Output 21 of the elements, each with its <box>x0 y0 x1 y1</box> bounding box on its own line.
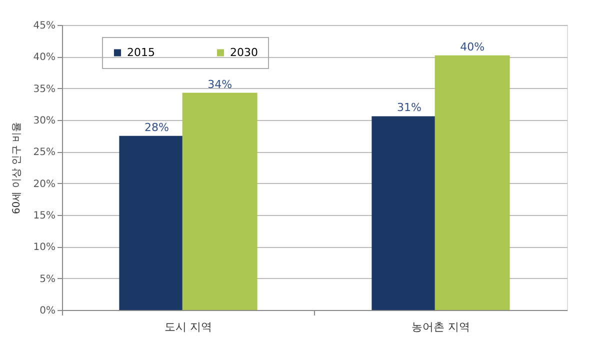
data-label: 31% <box>396 101 422 114</box>
y-tick-label: 45% <box>33 20 56 32</box>
y-tick-label: 20% <box>33 178 56 190</box>
y-axis-title: 60세 이상 인구 비율 <box>11 122 22 214</box>
y-tick-label: 5% <box>40 274 56 285</box>
data-label: 34% <box>208 78 232 91</box>
y-tick-label: 10% <box>33 242 56 254</box>
y-tick-label: 0% <box>40 306 56 316</box>
legend-label: 2030 <box>230 46 258 59</box>
data-label: 28% <box>144 120 169 134</box>
y-tick-label: 30% <box>33 116 56 126</box>
y-tick-label: 15% <box>33 210 56 222</box>
x-tick-label: 도시 지역 <box>164 320 212 334</box>
y-tick-label: 35% <box>33 84 56 95</box>
y-tick-label: 25% <box>33 147 56 158</box>
data-label: 40% <box>460 40 485 54</box>
x-tick-label: 농어촌 지역 <box>412 320 470 334</box>
y-tick-label: 40% <box>33 52 56 64</box>
bar <box>182 92 258 310</box>
legend-label: 2015 <box>127 46 155 59</box>
bar <box>434 55 510 310</box>
